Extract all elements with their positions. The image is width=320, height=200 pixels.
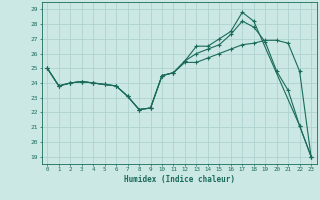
X-axis label: Humidex (Indice chaleur): Humidex (Indice chaleur) [124, 175, 235, 184]
